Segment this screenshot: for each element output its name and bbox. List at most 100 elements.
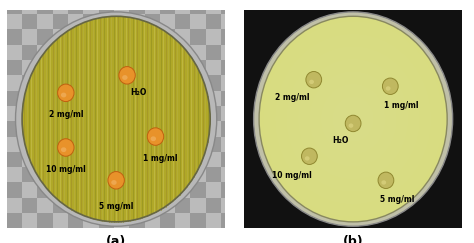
Bar (129, 167, 145, 182)
Bar (114, 167, 129, 182)
Bar (83, 0, 99, 14)
Bar (145, 0, 160, 14)
Bar (68, 121, 83, 137)
Bar (129, 91, 145, 106)
Bar (175, 167, 191, 182)
Bar (175, 75, 191, 91)
Bar (160, 0, 175, 14)
Ellipse shape (332, 96, 374, 142)
Bar (191, 152, 206, 167)
Bar (221, 14, 237, 29)
Bar (83, 121, 99, 137)
Bar (221, 152, 237, 167)
Bar (99, 45, 114, 60)
Bar (221, 167, 237, 182)
Bar (37, 106, 53, 121)
Bar (53, 75, 68, 91)
Bar (68, 60, 83, 75)
Bar (114, 182, 129, 198)
Bar (129, 213, 145, 228)
Bar (7, 137, 22, 152)
Bar (206, 14, 221, 29)
Text: H₂O: H₂O (130, 88, 146, 97)
Bar (37, 60, 53, 75)
Bar (160, 182, 175, 198)
Bar (145, 198, 160, 213)
Bar (7, 60, 22, 75)
Bar (22, 106, 37, 121)
Bar (83, 167, 99, 182)
Bar (83, 60, 99, 75)
Ellipse shape (16, 12, 217, 226)
Ellipse shape (254, 12, 453, 226)
Bar (191, 75, 206, 91)
Bar (68, 14, 83, 29)
Bar (145, 121, 160, 137)
Bar (68, 45, 83, 60)
Bar (160, 152, 175, 167)
Bar (99, 198, 114, 213)
Bar (99, 121, 114, 137)
Bar (191, 0, 206, 14)
Ellipse shape (383, 78, 398, 95)
Bar (99, 213, 114, 228)
Bar (68, 91, 83, 106)
Ellipse shape (321, 84, 385, 154)
Bar (7, 198, 22, 213)
Bar (221, 198, 237, 213)
Bar (53, 0, 68, 14)
Bar (83, 29, 99, 45)
Bar (83, 106, 99, 121)
Bar (114, 137, 129, 152)
Bar (22, 45, 37, 60)
Bar (68, 29, 83, 45)
Bar (129, 106, 145, 121)
Bar (191, 121, 206, 137)
Bar (22, 182, 37, 198)
Bar (129, 14, 145, 29)
Bar (145, 106, 160, 121)
Ellipse shape (386, 86, 391, 91)
Ellipse shape (378, 172, 394, 189)
Bar (145, 29, 160, 45)
Bar (145, 137, 160, 152)
Bar (206, 137, 221, 152)
Bar (53, 14, 68, 29)
Bar (221, 29, 237, 45)
Bar (175, 152, 191, 167)
Bar (37, 198, 53, 213)
Bar (83, 14, 99, 29)
Bar (22, 137, 37, 152)
Bar (22, 198, 37, 213)
Ellipse shape (287, 46, 419, 192)
Ellipse shape (58, 139, 74, 156)
Ellipse shape (147, 128, 164, 145)
Bar (114, 60, 129, 75)
Bar (37, 29, 53, 45)
Bar (83, 152, 99, 167)
Bar (22, 152, 37, 167)
Bar (129, 0, 145, 14)
Bar (7, 152, 22, 167)
Bar (68, 198, 83, 213)
Bar (37, 167, 53, 182)
Bar (221, 182, 237, 198)
Bar (68, 106, 83, 121)
Bar (129, 45, 145, 60)
Bar (7, 0, 22, 14)
Bar (37, 75, 53, 91)
Bar (83, 213, 99, 228)
Bar (114, 75, 129, 91)
Bar (53, 182, 68, 198)
Bar (145, 167, 160, 182)
Bar (129, 137, 145, 152)
Bar (221, 213, 237, 228)
Bar (175, 29, 191, 45)
Text: H₂O: H₂O (332, 136, 348, 146)
Bar (22, 121, 37, 137)
Text: 5 mg/ml: 5 mg/ml (380, 195, 414, 205)
Bar (99, 60, 114, 75)
Bar (191, 198, 206, 213)
Bar (191, 29, 206, 45)
Bar (175, 137, 191, 152)
